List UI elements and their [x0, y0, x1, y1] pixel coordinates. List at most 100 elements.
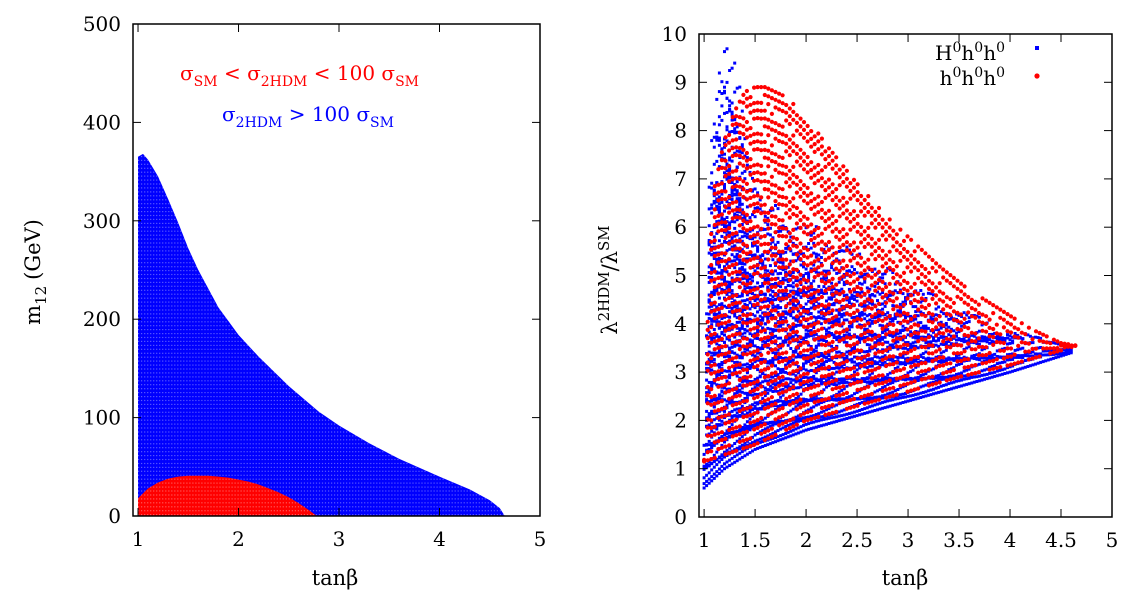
point-h0h0h0 — [819, 310, 825, 315]
point-h0h0h0 — [734, 106, 739, 111]
point-H0h0h0 — [761, 282, 765, 285]
point-H0h0h0 — [830, 312, 834, 315]
point-H0h0h0 — [876, 339, 879, 342]
point-h0h0h0 — [809, 315, 814, 320]
point-H0h0h0 — [975, 375, 979, 379]
point-H0h0h0 — [1021, 337, 1025, 341]
point-H0h0h0 — [906, 371, 910, 375]
point-H0h0h0 — [738, 267, 742, 271]
point-H0h0h0 — [858, 315, 862, 319]
point-H0h0h0 — [779, 370, 783, 373]
point-H0h0h0 — [998, 335, 1002, 339]
point-h0h0h0 — [734, 417, 739, 422]
point-H0h0h0 — [842, 359, 846, 363]
point-H0h0h0 — [965, 346, 969, 350]
point-h0h0h0 — [752, 419, 757, 424]
point-H0h0h0 — [779, 280, 783, 283]
point-H0h0h0 — [735, 411, 739, 415]
point-h0h0h0 — [730, 200, 735, 205]
point-H0h0h0 — [717, 138, 721, 142]
point-h0h0h0 — [727, 264, 732, 269]
point-h0h0h0 — [801, 198, 807, 203]
point-h0h0h0 — [748, 110, 753, 115]
point-h0h0h0 — [784, 358, 789, 363]
point-H0h0h0 — [715, 411, 719, 415]
point-H0h0h0 — [837, 280, 841, 284]
point-H0h0h0 — [771, 386, 775, 390]
point-H0h0h0 — [781, 404, 785, 408]
point-H0h0h0 — [717, 335, 721, 339]
point-H0h0h0 — [863, 365, 867, 369]
point-h0h0h0 — [759, 211, 764, 216]
point-H0h0h0 — [725, 336, 729, 340]
point-H0h0h0 — [827, 357, 831, 361]
point-H0h0h0 — [707, 481, 711, 485]
point-H0h0h0 — [725, 369, 729, 373]
point-H0h0h0 — [840, 324, 844, 328]
point-H0h0h0 — [893, 282, 897, 286]
point-H0h0h0 — [1013, 355, 1017, 359]
point-h0h0h0 — [816, 336, 821, 341]
point-H0h0h0 — [717, 436, 721, 440]
point-h0h0h0 — [819, 136, 825, 141]
point-H0h0h0 — [774, 352, 777, 356]
point-H0h0h0 — [980, 369, 984, 373]
point-H0h0h0 — [756, 438, 760, 442]
point-h0h0h0 — [773, 308, 778, 313]
point-H0h0h0 — [825, 299, 828, 303]
point-h0h0h0 — [791, 369, 796, 374]
point-H0h0h0 — [1064, 351, 1068, 354]
point-H0h0h0 — [712, 122, 716, 126]
point-h0h0h0 — [784, 396, 789, 401]
point-h0h0h0 — [727, 326, 732, 332]
point-h0h0h0 — [755, 131, 760, 136]
point-H0h0h0 — [761, 292, 765, 296]
point-H0h0h0 — [781, 339, 785, 343]
point-H0h0h0 — [863, 312, 867, 316]
point-h0h0h0 — [719, 290, 725, 295]
point-H0h0h0 — [939, 335, 943, 339]
point-H0h0h0 — [738, 260, 742, 264]
point-H0h0h0 — [911, 393, 915, 397]
point-h0h0h0 — [734, 246, 739, 251]
point-h0h0h0 — [773, 292, 778, 297]
point-h0h0h0 — [787, 176, 792, 181]
point-h0h0h0 — [748, 226, 753, 231]
point-H0h0h0 — [730, 101, 734, 105]
point-H0h0h0 — [832, 251, 836, 255]
left-x-tick-label: 1 — [132, 527, 145, 551]
point-H0h0h0 — [758, 198, 762, 202]
point-H0h0h0 — [730, 194, 734, 198]
point-h0h0h0 — [723, 421, 728, 426]
point-H0h0h0 — [888, 358, 892, 362]
point-h0h0h0 — [819, 279, 825, 284]
point-H0h0h0 — [947, 317, 951, 321]
point-h0h0h0 — [723, 143, 728, 148]
point-H0h0h0 — [865, 358, 869, 362]
point-H0h0h0 — [830, 405, 834, 409]
point-H0h0h0 — [774, 389, 777, 393]
point-H0h0h0 — [784, 271, 788, 274]
point-H0h0h0 — [822, 291, 826, 295]
point-h0h0h0 — [823, 226, 828, 231]
point-H0h0h0 — [702, 476, 706, 480]
point-h0h0h0 — [727, 148, 732, 153]
point-H0h0h0 — [733, 118, 737, 122]
point-H0h0h0 — [720, 443, 724, 447]
point-H0h0h0 — [715, 305, 719, 309]
point-H0h0h0 — [789, 409, 793, 413]
point-H0h0h0 — [939, 358, 943, 362]
point-h0h0h0 — [784, 180, 789, 185]
point-h0h0h0 — [723, 135, 728, 140]
point-h0h0h0 — [759, 108, 764, 113]
point-h0h0h0 — [709, 332, 714, 337]
point-h0h0h0 — [791, 109, 796, 114]
point-H0h0h0 — [865, 380, 869, 384]
point-H0h0h0 — [720, 153, 724, 157]
point-H0h0h0 — [753, 254, 757, 258]
point-h0h0h0 — [787, 371, 792, 376]
point-H0h0h0 — [886, 315, 890, 319]
point-H0h0h0 — [819, 424, 823, 428]
point-h0h0h0 — [752, 334, 757, 339]
point-H0h0h0 — [962, 337, 966, 341]
